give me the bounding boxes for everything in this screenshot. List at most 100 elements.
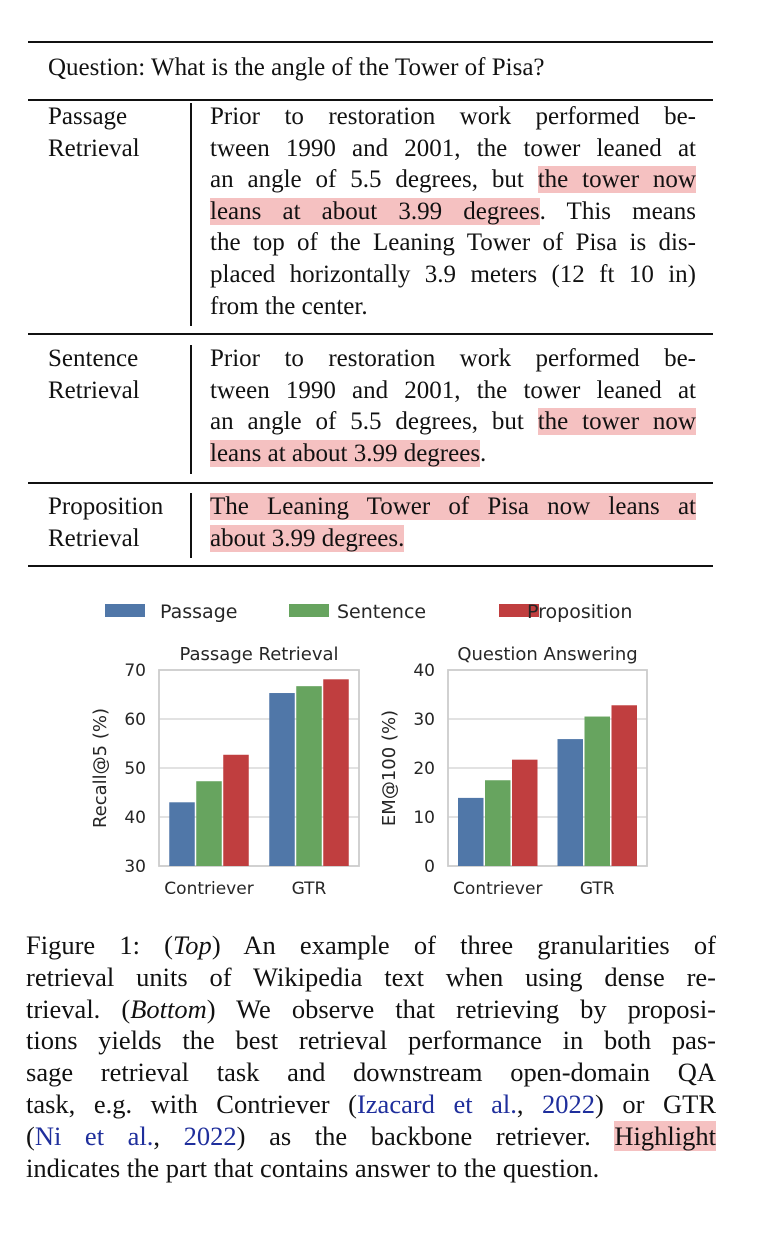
axes-frame [447,669,648,867]
y-axis-label: EM@100 (%) [379,710,400,826]
text-segment: ) An example of three granularities of [211,930,716,960]
text-line: indicates the part that contains answer … [26,1153,716,1185]
row-label-line: Proposition [48,493,164,520]
y-tick-label: 40 [413,661,435,681]
bar-proposition-contriever [512,759,538,866]
column-divider [190,493,192,558]
highlighted-text: The Leaning Tower of Pisa now leans at [210,493,696,520]
rule [28,333,713,335]
text-line: tions yields the best retrieval performa… [26,1025,716,1057]
bar-sentence-gtr [296,686,322,866]
text-line: Prior to restoration work performed be- [210,343,696,375]
row-label: Proposition Retrieval [48,491,188,554]
text-line: trieval. (Bottom) We observe that retrie… [26,994,716,1026]
citation-link[interactable]: Izacard et al. [356,1088,517,1119]
text-line: retrieval units of Wikipedia text when u… [26,962,716,994]
x-tick-label: Contriever [164,879,253,899]
y-tick-label: 30 [413,710,435,730]
text-segment: . This means [539,197,696,225]
text-line: the top of the Leaning Tower of Pisa is … [210,227,696,259]
chart-title: Passage Retrieval [179,644,338,665]
y-tick-label: 50 [124,759,146,779]
text-segment: Figure 1: ( [26,930,173,960]
text-segment: tween 1990 and 2001, the tower leaned at [210,134,696,162]
row-label-line: Retrieval [48,134,140,162]
chart-title: Question Answering [457,644,637,665]
text-segment: ) as the backbone retriever. [236,1120,615,1151]
figure-charts: Passage Sentence Proposition 30 40 50 60 70 Pass… [90,601,648,899]
legend-swatch-sentence [289,604,329,617]
row-label-line: Sentence [48,345,139,372]
y-tick-label: 40 [124,808,146,828]
x-tick-label: GTR [292,879,327,899]
row-label-line: Retrieval [48,376,140,404]
bar-passage-contriever [458,797,484,866]
text-line: leans at about 3.99 degrees. [210,438,696,470]
text-line: sage retrieval task and downstream open-… [26,1057,716,1089]
y-axis-label: Recall@5 (%) [90,708,111,828]
y-tick-label: 60 [124,710,146,730]
bar-proposition-gtr [323,679,349,866]
legend-swatch-passage [105,604,145,617]
bar-proposition-gtr [611,705,637,866]
text-segment: . [480,439,487,467]
highlighted-text: leans at about 3.99 degrees [210,197,540,225]
text-line: an angle of 5.5 degrees, but the tower n… [210,406,696,438]
text-segment: retrieval units of Wikipedia text when u… [26,961,716,992]
text-segment: Prior to restoration work performed be- [210,345,696,372]
text-segment: indicates the part that contains answer … [26,1152,600,1183]
citation-link[interactable]: 2022 [542,1088,596,1119]
retrieved-text: Prior to restoration work performed be-t… [210,101,696,322]
axes-frame [158,669,360,867]
citation-link[interactable]: 2022 [183,1120,237,1151]
bar-passage-contriever [169,802,195,866]
citation-link[interactable]: Ni et al. [34,1120,154,1151]
text-segment: Bottom [130,993,207,1024]
text-segment: placed horizontally 3.9 meters (12 ft 10… [210,260,696,288]
legend-swatch-proposition [499,604,539,617]
highlighted-text: leans at about 3.99 degrees [210,439,481,467]
highlighted-text: the tower now [537,166,696,194]
column-divider [190,103,192,326]
text-segment: , [153,1120,184,1151]
text-line: The Leaning Tower of Pisa now leans at [210,491,696,523]
legend-label-passage: Passage [160,601,237,623]
column-divider [190,345,192,474]
text-segment: an angle of 5.5 degrees, but [210,408,538,436]
text-segment: an angle of 5.5 degrees, but [210,166,538,194]
text-line: about 3.99 degrees. [210,523,696,555]
top-rule [28,41,713,43]
bar-passage-gtr [557,739,583,866]
legend-label-proposition: Proposition [527,601,632,623]
rule [28,99,713,101]
bar-sentence-contriever [196,781,222,866]
highlighted-text: Highlight [614,1120,716,1151]
bottom-rule [28,565,713,567]
text-segment: trieval. ( [26,993,131,1024]
y-tick-label: 20 [413,759,435,779]
x-tick-label: GTR [580,879,615,899]
text-segment: tions yields the best retrieval performa… [26,1025,716,1056]
y-tick-label: 0 [424,857,435,877]
y-tick-label: 30 [124,857,146,877]
figure-caption: Figure 1: (Top) An example of three gran… [26,930,716,1184]
legend-label-sentence: Sentence [337,601,426,623]
text-line: an angle of 5.5 degrees, but the tower n… [210,164,696,196]
highlighted-text: about 3.99 degrees. [210,524,405,552]
question: Question: What is the angle of the Tower… [48,54,545,81]
text-line: tween 1990 and 2001, the tower leaned at [210,133,696,165]
text-line: Figure 1: (Top) An example of three gran… [26,930,716,962]
text-line: (Ni et al., 2022) as the backbone retrie… [26,1120,716,1153]
text-segment: Top [173,930,212,960]
text-line: from the center. [210,291,696,323]
bar-passage-gtr [269,693,295,866]
retrieved-text: The Leaning Tower of Pisa now leans at ab… [210,491,696,554]
y-tick-label: 10 [413,808,435,828]
rule [28,482,713,484]
row-label-line: Passage [48,103,128,130]
row-label-line: Retrieval [48,524,140,552]
text-line: task, e.g. with Contriever (Izacard et a… [26,1089,716,1121]
text-segment: ) We observe that retrieving by proposi- [206,993,716,1024]
text-segment: , [516,1088,543,1119]
text-segment: sage retrieval task and downstream open-… [26,1057,716,1088]
